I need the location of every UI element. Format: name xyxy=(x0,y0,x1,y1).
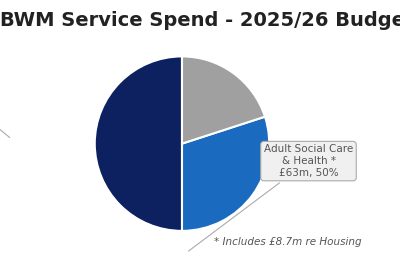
Text: All Other Services
£26m, 20%: All Other Services £26m, 20% xyxy=(0,72,10,138)
Text: RBWM Service Spend - 2025/26 Budget: RBWM Service Spend - 2025/26 Budget xyxy=(0,11,400,30)
Wedge shape xyxy=(95,56,182,231)
Wedge shape xyxy=(182,56,265,144)
Text: * Includes £8.7m re Housing: * Includes £8.7m re Housing xyxy=(214,237,362,247)
Wedge shape xyxy=(182,117,269,231)
Text: Adult Social Care
& Health *
£63m, 50%: Adult Social Care & Health * £63m, 50% xyxy=(188,144,353,251)
